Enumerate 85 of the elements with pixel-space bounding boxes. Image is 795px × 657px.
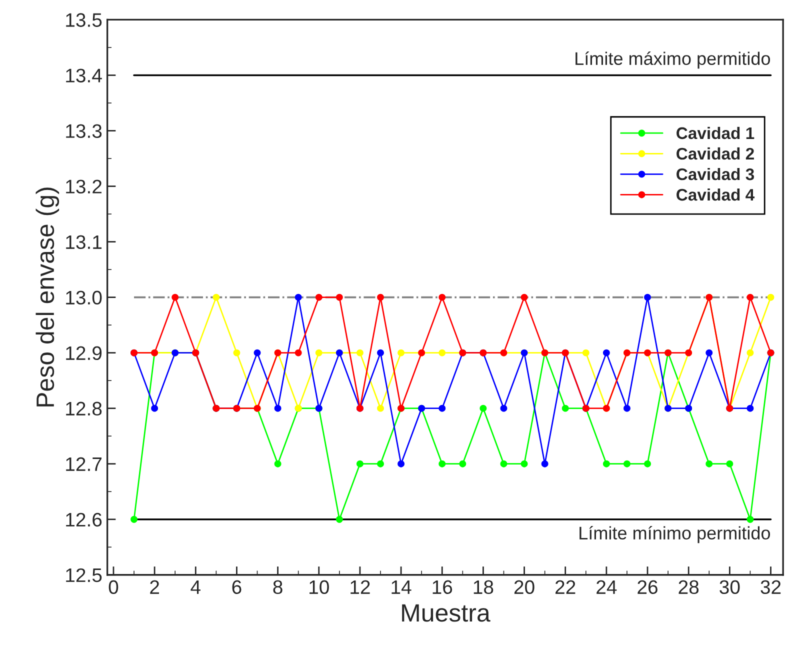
point xyxy=(356,460,364,468)
y-tick-label: 12.8 xyxy=(66,402,102,416)
y-tick-label: 12.5 xyxy=(66,568,102,582)
x-tick-label: 8 xyxy=(273,580,282,594)
x-tick-label: 10 xyxy=(310,580,329,594)
point xyxy=(377,294,384,301)
x-tick-label: 26 xyxy=(638,580,658,594)
point xyxy=(562,404,569,412)
point xyxy=(706,349,713,356)
x-tick-label: 12 xyxy=(350,580,370,594)
y-tick-label: 12.7 xyxy=(66,457,102,471)
point xyxy=(438,460,446,468)
point xyxy=(377,460,384,468)
y-tick-label: 13.4 xyxy=(66,68,102,82)
legend-label: Cavidad 4 xyxy=(676,188,755,201)
point xyxy=(746,294,754,301)
y-tick-label: 13.1 xyxy=(66,235,102,250)
y-tick-label: 12.6 xyxy=(66,512,102,527)
x-tick-label: 16 xyxy=(432,580,452,594)
y-tick-label: 13.3 xyxy=(66,124,102,138)
point xyxy=(356,349,364,356)
point xyxy=(624,460,630,468)
point xyxy=(212,294,220,301)
x-tick-label: 22 xyxy=(556,580,576,594)
point xyxy=(644,460,651,468)
x-tick-label: 6 xyxy=(232,580,242,594)
point xyxy=(644,294,651,301)
point xyxy=(438,349,446,356)
point xyxy=(336,516,343,523)
ref-line-label: Límite máximo permitido xyxy=(576,52,770,69)
x-tick-label: 18 xyxy=(474,580,494,594)
x-tick-label: 0 xyxy=(108,580,118,594)
y-tick-label: 13.0 xyxy=(66,290,102,305)
x-tick-label: 30 xyxy=(720,580,740,594)
x-tick-label: 28 xyxy=(678,580,699,594)
point xyxy=(602,349,610,356)
y-tick-label: 13.5 xyxy=(66,13,102,27)
legend-label: Cavidad 3 xyxy=(676,168,754,180)
point xyxy=(398,460,405,468)
point xyxy=(500,460,508,468)
point xyxy=(130,516,138,523)
point xyxy=(520,460,528,468)
x-tick-label: 20 xyxy=(514,580,534,594)
x-tick-label: 4 xyxy=(190,580,200,594)
point xyxy=(336,294,343,301)
point xyxy=(172,294,179,301)
point xyxy=(746,349,754,356)
point xyxy=(706,460,713,468)
x-tick-label: 24 xyxy=(596,580,617,594)
point xyxy=(438,294,446,301)
point xyxy=(294,349,302,356)
point xyxy=(315,349,322,356)
y-tick-label: 13.2 xyxy=(66,180,102,194)
point xyxy=(746,516,754,523)
point xyxy=(767,294,774,301)
point xyxy=(315,294,322,301)
point xyxy=(500,404,508,412)
x-tick-label: 2 xyxy=(150,580,159,594)
x-axis-title: Muestra xyxy=(402,604,490,622)
point xyxy=(438,404,446,412)
point xyxy=(294,294,302,301)
point xyxy=(274,404,282,412)
legend-label: Cavidad 1 xyxy=(676,126,754,140)
y-axis-title: Peso del envase (g) xyxy=(36,188,60,406)
point xyxy=(233,349,240,356)
point xyxy=(520,294,528,301)
point xyxy=(602,460,610,468)
y-tick-label: 12.9 xyxy=(66,346,102,360)
point xyxy=(274,460,282,468)
point xyxy=(582,349,590,356)
point xyxy=(377,349,384,356)
point xyxy=(746,404,754,412)
point xyxy=(624,404,630,412)
point xyxy=(398,349,405,356)
ref-line-label: Límite mínimo permitido xyxy=(580,526,770,544)
point xyxy=(459,460,466,468)
point xyxy=(254,349,261,356)
legend-label: Cavidad 2 xyxy=(676,147,754,160)
point xyxy=(151,404,158,412)
x-tick-label: 14 xyxy=(392,580,412,594)
point xyxy=(726,460,734,468)
x-tick-label: 32 xyxy=(760,580,781,594)
point xyxy=(480,404,487,412)
point xyxy=(377,404,384,412)
point xyxy=(541,460,548,468)
